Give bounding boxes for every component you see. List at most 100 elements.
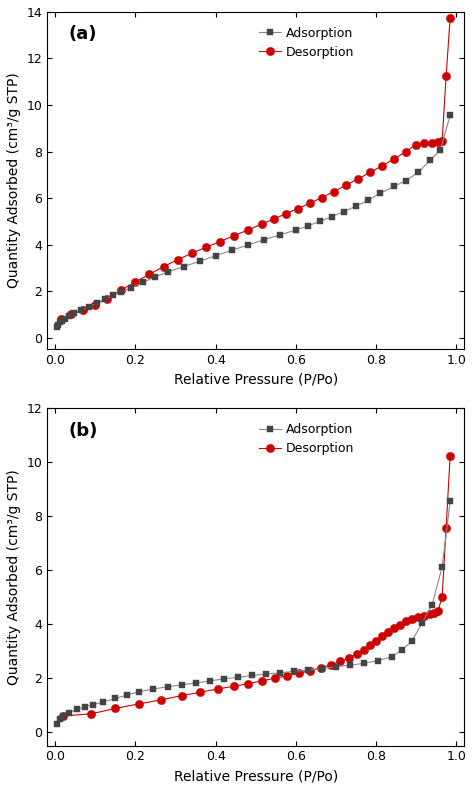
Desorption (346, 653, 352, 663)
Desorption (146, 269, 152, 279)
Desorption (215, 684, 220, 694)
Desorption (189, 249, 194, 258)
Desorption (137, 699, 142, 709)
Adsorption (82, 702, 88, 711)
Adsorption (197, 257, 202, 266)
Desorption (318, 663, 323, 672)
Text: (a): (a) (68, 25, 97, 43)
Adsorption (118, 288, 124, 297)
Desorption (435, 606, 441, 615)
Legend: Adsorption, Desorption: Adsorption, Desorption (254, 418, 359, 461)
Adsorption (55, 719, 60, 728)
Desorption (60, 711, 66, 720)
Adsorption (447, 497, 453, 506)
Desorption (272, 673, 278, 683)
Desorption (421, 138, 427, 148)
Desorption (447, 451, 453, 461)
Desorption (231, 682, 237, 691)
Desorption (435, 137, 441, 146)
Desorption (118, 285, 124, 295)
Desorption (415, 612, 421, 622)
Desorption (296, 668, 301, 678)
Adsorption (91, 700, 96, 709)
Desorption (354, 649, 360, 659)
Desorption (203, 243, 209, 252)
Adsorption (375, 656, 381, 665)
Adsorption (66, 310, 72, 320)
Adsorption (427, 156, 433, 165)
Y-axis label: Quantity Adsorbed (cm³/g STP): Quantity Adsorbed (cm³/g STP) (7, 469, 21, 685)
Adsorption (263, 669, 269, 679)
Desorption (379, 632, 385, 641)
Adsorption (141, 277, 146, 287)
Desorption (295, 204, 301, 213)
Adsorption (293, 225, 299, 235)
Desorption (379, 161, 385, 171)
Desorption (81, 305, 86, 314)
Desorption (283, 209, 289, 219)
Desorption (271, 214, 277, 224)
Legend: Adsorption, Desorption: Adsorption, Desorption (254, 21, 359, 64)
Adsorption (66, 708, 72, 717)
Desorption (403, 147, 409, 156)
Adsorption (447, 111, 453, 120)
Desorption (331, 186, 337, 196)
Adsorption (55, 320, 61, 329)
Adsorption (55, 322, 60, 332)
Adsorption (229, 246, 235, 255)
Desorption (328, 660, 334, 669)
Adsorption (74, 705, 80, 714)
Desorption (231, 231, 237, 240)
Adsorption (389, 652, 395, 661)
Desorption (159, 695, 164, 705)
Adsorption (438, 145, 443, 155)
Adsorption (100, 698, 106, 707)
Adsorption (125, 690, 130, 700)
Desorption (355, 175, 361, 184)
Adsorption (261, 235, 266, 245)
Desorption (105, 294, 110, 303)
Desorption (307, 666, 313, 675)
Adsorption (79, 306, 84, 315)
Line: Adsorption: Adsorption (54, 498, 453, 727)
Desorption (443, 523, 449, 532)
Adsorption (94, 298, 100, 307)
Adsorption (86, 302, 92, 311)
Desorption (89, 709, 94, 719)
Adsorption (60, 711, 66, 720)
Adsorption (181, 262, 186, 272)
Adsorption (235, 672, 240, 682)
Desorption (58, 314, 64, 323)
Adsorption (277, 230, 283, 239)
Adsorption (179, 680, 184, 690)
Adsorption (63, 314, 68, 323)
Adsorption (399, 645, 405, 655)
Desorption (112, 704, 118, 713)
Adsorption (151, 684, 156, 694)
Adsorption (57, 318, 63, 327)
Desorption (198, 687, 203, 697)
Adsorption (353, 201, 359, 211)
Adsorption (319, 664, 325, 673)
Adsorption (137, 687, 142, 697)
Adsorption (333, 662, 339, 672)
Desorption (409, 614, 415, 623)
Desorption (307, 198, 313, 208)
Adsorption (245, 240, 251, 250)
Desorption (133, 277, 138, 287)
Adsorption (277, 668, 283, 678)
Y-axis label: Quantity Adsorbed (cm³/g STP): Quantity Adsorbed (cm³/g STP) (7, 73, 21, 288)
Adsorption (193, 679, 199, 688)
Desorption (431, 608, 437, 618)
Adsorption (57, 714, 63, 724)
Desorption (175, 255, 181, 265)
Desorption (391, 623, 397, 633)
Adsorption (164, 682, 170, 691)
Line: Desorption: Desorption (57, 13, 454, 322)
Line: Desorption: Desorption (59, 451, 454, 720)
Adsorption (164, 267, 170, 276)
Desorption (68, 310, 74, 319)
Adsorption (60, 316, 65, 325)
Line: Adsorption: Adsorption (54, 112, 453, 330)
Adsorption (361, 659, 367, 668)
